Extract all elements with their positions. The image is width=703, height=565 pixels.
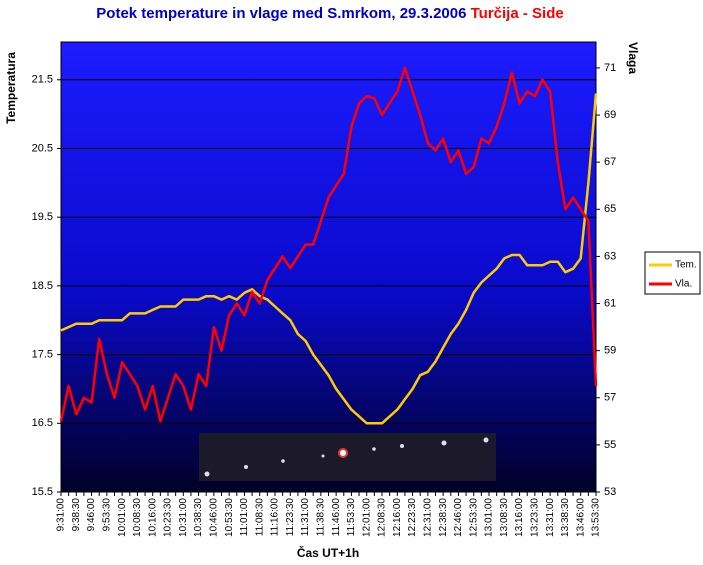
x-tick-label: 11:01:00 bbox=[239, 498, 250, 537]
y2-tick-label: 57 bbox=[604, 392, 616, 404]
star bbox=[204, 471, 210, 477]
title-text: Potek temperature in vlage med S.mrkom, … bbox=[96, 5, 466, 22]
star bbox=[441, 440, 447, 446]
y2-tick-label: 61 bbox=[604, 297, 616, 309]
x-tick-label: 13:38:30 bbox=[560, 498, 571, 537]
x-tick-label: 12:08:30 bbox=[377, 498, 388, 537]
star bbox=[321, 454, 325, 458]
x-tick-label: 11:23:30 bbox=[285, 498, 296, 537]
y2-tick-label: 69 bbox=[604, 109, 616, 121]
x-tick-label: 13:46:00 bbox=[575, 498, 586, 537]
x-tick-label: 13:16:00 bbox=[514, 498, 525, 537]
x-tick-label: 9:31:00 bbox=[56, 498, 67, 532]
inset-photo bbox=[199, 433, 496, 481]
x-tick-label: 10:16:00 bbox=[147, 498, 158, 537]
x-tick-label: 9:46:00 bbox=[86, 498, 97, 532]
x-tick-label: 12:23:30 bbox=[407, 498, 418, 537]
y-tick-label: 16.5 bbox=[32, 417, 53, 429]
y-tick-label: 17.5 bbox=[32, 349, 53, 361]
y2-tick-label: 59 bbox=[604, 345, 616, 357]
x-tick-label: 12:53:30 bbox=[468, 498, 479, 537]
legend-label: Tem. bbox=[675, 260, 697, 271]
x-tick-label: 10:08:30 bbox=[132, 498, 143, 537]
series-line bbox=[59, 66, 598, 423]
x-tick-label: 10:23:30 bbox=[163, 498, 174, 537]
x-tick-label: 12:01:00 bbox=[361, 498, 372, 537]
y2-tick-label: 65 bbox=[604, 203, 616, 215]
star bbox=[281, 459, 285, 463]
star bbox=[400, 444, 404, 448]
y2-tick-label: 55 bbox=[604, 439, 616, 451]
x-tick-label: 11:46:00 bbox=[331, 498, 342, 537]
y2-tick-label: 67 bbox=[604, 156, 616, 168]
title-location: Turčija - Side bbox=[471, 5, 564, 22]
x-tick-label: 13:08:30 bbox=[499, 498, 510, 537]
y-tick-label: 21.5 bbox=[32, 74, 53, 86]
legend-label: Vla. bbox=[675, 279, 692, 290]
x-axis-label: Čas UT+1h bbox=[297, 545, 359, 560]
x-tick-label: 13:01:00 bbox=[484, 498, 495, 537]
y-tick-label: 15.5 bbox=[32, 486, 53, 498]
y2-tick-label: 71 bbox=[604, 62, 616, 74]
x-tick-label: 12:16:00 bbox=[392, 498, 403, 537]
x-tick-label: 9:38:30 bbox=[71, 498, 82, 532]
x-tick-label: 12:31:00 bbox=[422, 498, 433, 537]
y-tick-label: 19.5 bbox=[32, 211, 53, 223]
legend bbox=[644, 251, 701, 295]
y-tick-label: 18.5 bbox=[32, 280, 53, 292]
x-tick-label: 10:31:00 bbox=[178, 498, 189, 537]
x-tick-label: 12:46:00 bbox=[453, 498, 464, 537]
x-tick-label: 11:31:00 bbox=[300, 498, 311, 537]
x-tick-label: 10:53:30 bbox=[224, 498, 235, 537]
sun bbox=[338, 448, 348, 458]
x-tick-label: 10:01:00 bbox=[117, 498, 128, 537]
x-tick-label: 10:38:30 bbox=[193, 498, 204, 537]
y2-axis-label: Vlaga bbox=[626, 42, 640, 74]
series-line bbox=[60, 93, 598, 425]
x-tick-label: 11:08:30 bbox=[254, 498, 265, 537]
plot-area bbox=[60, 41, 597, 493]
x-tick-label: 13:31:00 bbox=[545, 498, 556, 537]
y2-tick-label: 63 bbox=[604, 250, 616, 262]
star bbox=[244, 465, 248, 469]
x-tick-label: 11:38:30 bbox=[315, 498, 326, 537]
x-tick-label: 11:53:30 bbox=[346, 498, 357, 537]
x-tick-label: 11:16:00 bbox=[270, 498, 281, 537]
y-axis-label: Temperatura bbox=[4, 52, 18, 124]
y-tick-label: 20.5 bbox=[32, 142, 53, 154]
x-tick-label: 10:46:00 bbox=[208, 498, 219, 537]
x-tick-label: 12:38:30 bbox=[438, 498, 449, 537]
x-tick-label: 13:53:30 bbox=[591, 498, 602, 537]
photo-background bbox=[199, 433, 496, 481]
x-tick-label: 9:53:30 bbox=[101, 498, 112, 532]
star bbox=[483, 437, 489, 443]
y2-tick-label: 53 bbox=[604, 486, 616, 498]
chart-title: Potek temperature in vlage med S.mrkom, … bbox=[96, 5, 563, 22]
x-tick-label: 13:23:30 bbox=[529, 498, 540, 537]
star bbox=[372, 447, 376, 451]
